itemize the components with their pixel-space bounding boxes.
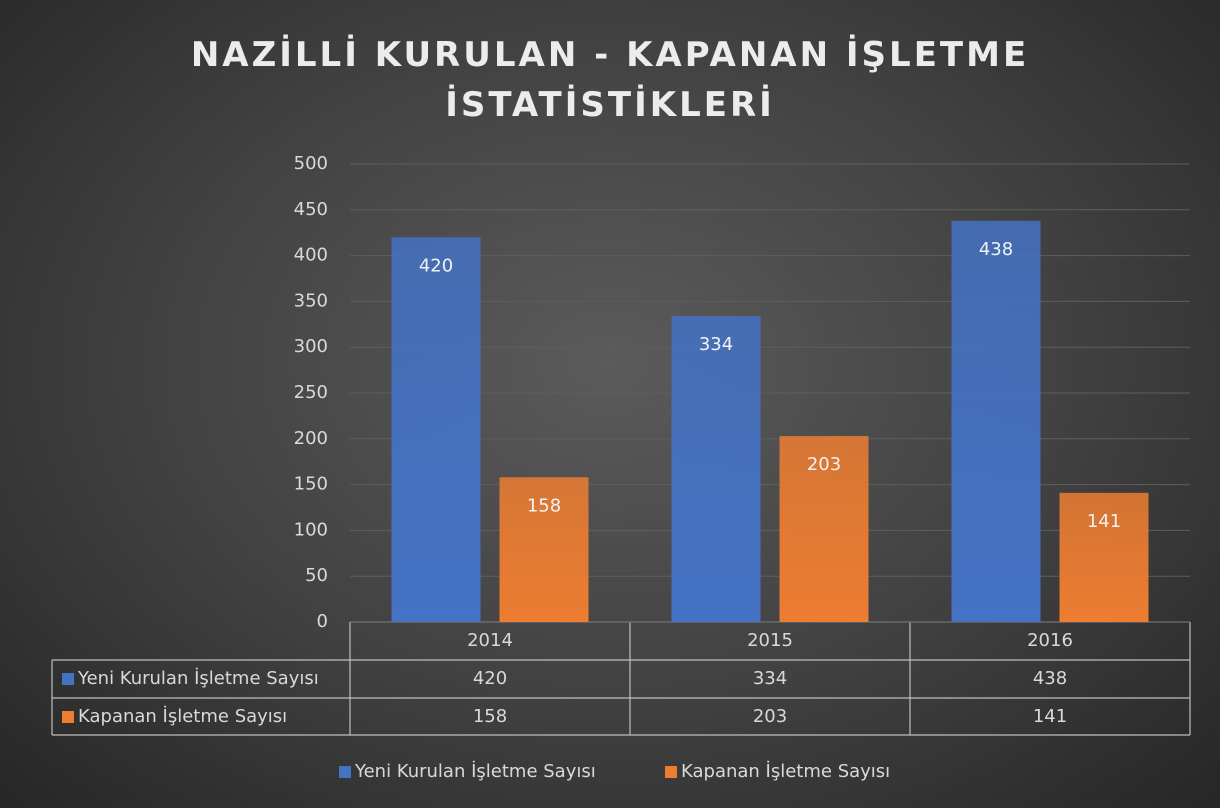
table-legend-key [62, 673, 74, 685]
y-tick-label: 500 [294, 153, 328, 174]
data-label: 420 [419, 255, 453, 276]
bar [1059, 492, 1149, 622]
data-label: 203 [807, 454, 841, 475]
table-cell: 158 [473, 706, 507, 727]
table-cell: 203 [753, 706, 787, 727]
y-tick-label: 450 [294, 199, 328, 220]
legend-key [339, 766, 351, 778]
legend-key [665, 766, 677, 778]
legend-label: Yeni Kurulan İşletme Sayısı [354, 761, 596, 782]
table-cell: 334 [753, 668, 787, 689]
x-tick-label: 2016 [1027, 630, 1073, 651]
y-tick-label: 0 [317, 611, 328, 632]
data-label: 438 [979, 239, 1013, 260]
table-legend-key [62, 711, 74, 723]
bar [671, 316, 761, 622]
chart-title: NAZİLLİ KURULAN - KAPANAN İŞLETME İSTATİ… [190, 35, 1030, 125]
y-tick-label: 300 [294, 336, 328, 357]
table-row-label: Yeni Kurulan İşletme Sayısı [77, 668, 319, 689]
table-row-label: Kapanan İşletme Sayısı [78, 706, 287, 727]
bar [779, 436, 869, 622]
legend-label: Kapanan İşletme Sayısı [681, 761, 890, 782]
y-tick-label: 150 [294, 474, 328, 495]
y-tick-label: 100 [294, 519, 328, 540]
table-cell: 420 [473, 668, 507, 689]
x-tick-label: 2014 [467, 630, 513, 651]
data-label: 141 [1087, 511, 1121, 532]
y-tick-label: 50 [305, 565, 328, 586]
bar [391, 237, 481, 622]
y-tick-label: 400 [294, 245, 328, 266]
data-label: 158 [527, 495, 561, 516]
bar [951, 220, 1041, 623]
y-tick-label: 250 [294, 382, 328, 403]
y-tick-label: 350 [294, 290, 328, 311]
data-label: 334 [699, 334, 733, 355]
x-tick-label: 2015 [747, 630, 793, 651]
y-tick-label: 200 [294, 428, 328, 449]
table-cell: 141 [1033, 706, 1067, 727]
bar [499, 477, 589, 622]
table-cell: 438 [1033, 668, 1067, 689]
